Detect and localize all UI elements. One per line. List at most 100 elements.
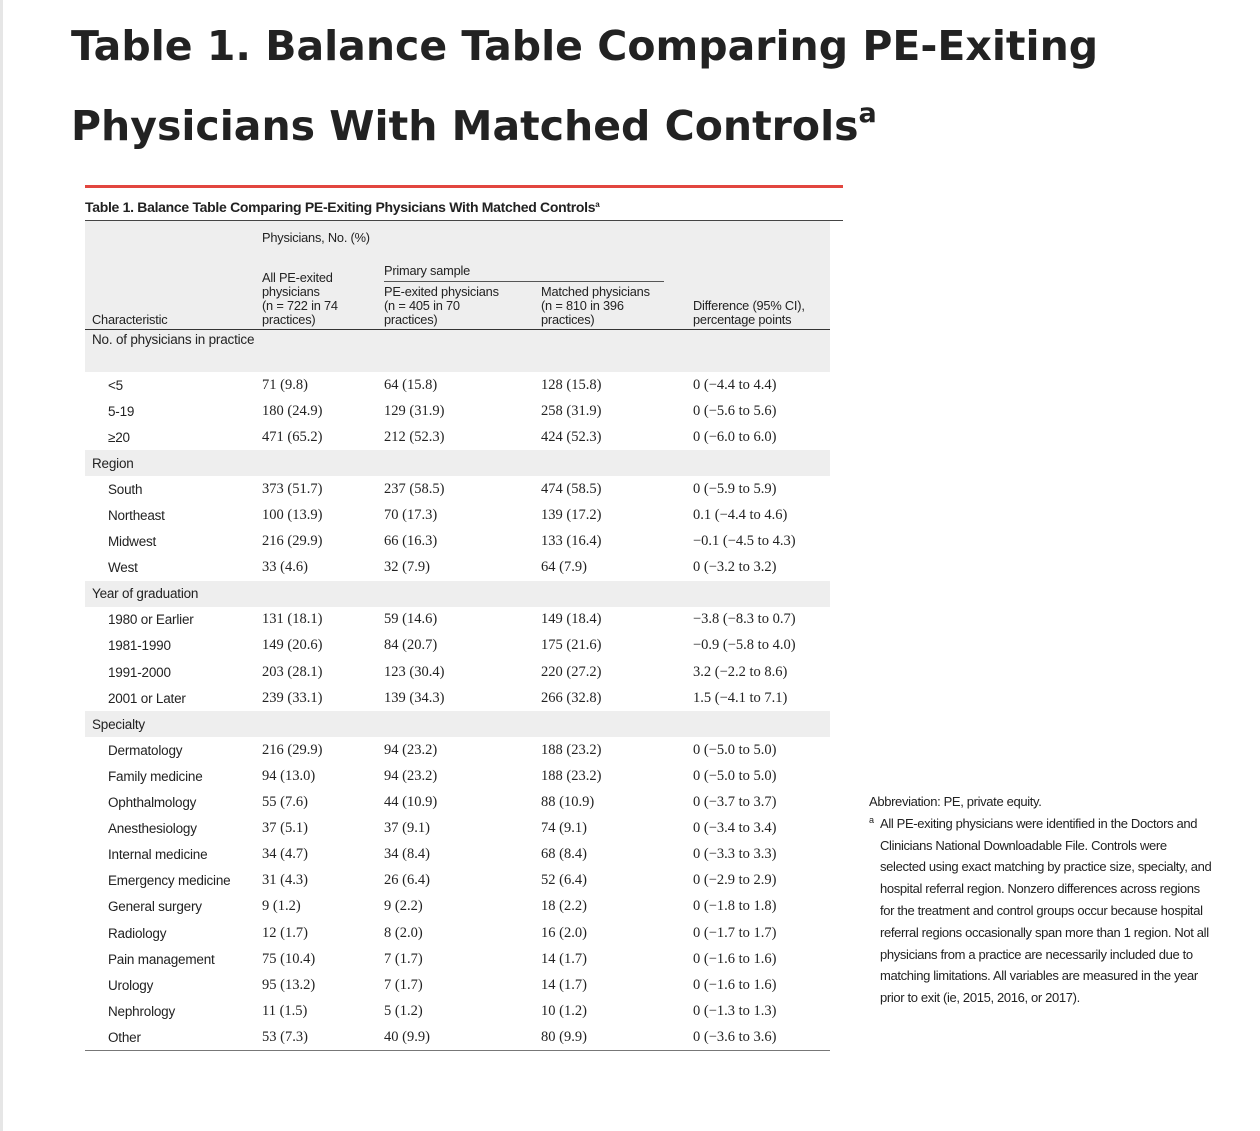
cell-c4: −0.1 (−4.5 to 4.3) <box>693 533 796 550</box>
table-row: Family medicine 94 (13.0) 94 (23.2) 188 (23… <box>85 763 830 789</box>
cell-c3: 68 (8.4) <box>541 846 587 863</box>
cell-c1: 180 (24.9) <box>262 402 323 419</box>
cell-c4: 0 (−5.0 to 5.0) <box>693 741 777 758</box>
cell-c1: 100 (13.9) <box>262 507 323 524</box>
cell-c3: 133 (16.4) <box>541 533 602 550</box>
table-row: West 33 (4.6) 32 (7.9) 64 (7.9) 0 (−3.2 to 3… <box>85 555 830 581</box>
cell-c4: 0.1 (−4.4 to 4.6) <box>693 507 788 524</box>
cell-c2: 139 (34.3) <box>384 689 445 706</box>
cell-c1: 34 (4.7) <box>262 846 308 863</box>
cell-c3: 18 (2.2) <box>541 898 587 915</box>
cell-c2: 44 (10.9) <box>384 794 438 811</box>
cell-c1: 71 (9.8) <box>262 376 308 393</box>
table-group-row: Year of graduation <box>85 580 831 607</box>
table-group-row: No. of physicians in practice <box>85 329 831 372</box>
group-label: Region <box>85 450 831 477</box>
table-body: No. of physicians in practice <5 71 (9.8) 6… <box>85 329 831 1052</box>
cell-c4: 0 (−3.3 to 3.3) <box>693 846 777 863</box>
cell-c4: 0 (−3.2 to 3.2) <box>693 559 777 576</box>
header-subgroup: Primary sample <box>384 264 664 282</box>
table-row: 2001 or Later 239 (33.1) 139 (34.3) 266 (32… <box>85 685 830 711</box>
group-label: Year of graduation <box>85 580 831 607</box>
table-row: Emergency medicine 31 (4.3) 26 (6.4) 52 (6.… <box>85 868 830 894</box>
cell-c2: 9 (2.2) <box>384 898 423 915</box>
table-row: Nephrology 11 (1.5) 5 (1.2) 10 (1.2) 0 (−1.3… <box>85 998 830 1024</box>
cell-c2: 237 (58.5) <box>384 480 445 497</box>
cell-c2: 70 (17.3) <box>384 507 438 524</box>
cell-c2: 129 (31.9) <box>384 402 445 419</box>
cell-c4: 0 (−3.7 to 3.7) <box>693 794 777 811</box>
cell-c2: 66 (16.3) <box>384 533 438 550</box>
header-pe-exited: PE-exited physicians (n = 405 in 70 practi… <box>384 284 499 327</box>
cell-c1: 373 (51.7) <box>262 480 323 497</box>
cell-c1: 131 (18.1) <box>262 611 323 628</box>
cell-c2: 34 (8.4) <box>384 846 430 863</box>
abbreviation-note: Abbreviation: PE, private equity. <box>869 794 1042 809</box>
row-label: Other <box>85 1024 258 1052</box>
table-row: Internal medicine 34 (4.7) 34 (8.4) 68 (8.4… <box>85 842 830 868</box>
cell-c4: 0 (−3.4 to 3.4) <box>693 820 777 837</box>
cell-c1: 149 (20.6) <box>262 637 323 654</box>
balance-table: Physicians, No. (%) Characteristic All P… <box>85 221 831 1052</box>
table-row: Ophthalmology 55 (7.6) 44 (10.9) 88 (10.9) 0… <box>85 790 830 816</box>
header-matched: Matched physicians (n = 810 in 396 practic… <box>541 284 650 327</box>
cell-c3: 258 (31.9) <box>541 402 602 419</box>
table-group-row: Region <box>85 450 831 477</box>
cell-c3: 14 (1.7) <box>541 976 587 993</box>
cell-c3: 139 (17.2) <box>541 507 602 524</box>
cell-c3: 175 (21.6) <box>541 637 602 654</box>
row-label: West <box>108 560 138 576</box>
header-primary-sample: Primary sample PE-exited physicians (n = … <box>380 245 689 330</box>
row-label: 1980 or Earlier <box>108 612 194 628</box>
cell-c1: 94 (13.0) <box>262 767 316 784</box>
row-label: South <box>108 481 143 497</box>
cell-c4: 3.2 (−2.2 to 8.6) <box>693 663 788 680</box>
footnote-marker: a <box>869 814 874 825</box>
title-footnote-marker: a <box>858 98 877 129</box>
cell-c2: 7 (1.7) <box>384 976 423 993</box>
cell-c4: 0 (−1.3 to 1.3) <box>693 1002 777 1019</box>
row-label: Pain management <box>108 951 215 967</box>
cell-c1: 12 (1.7) <box>262 924 308 941</box>
cell-c1: 75 (10.4) <box>262 950 316 967</box>
table-row: Northeast 100 (13.9) 70 (17.3) 139 (17.2) 0.… <box>85 502 830 528</box>
cell-c3: 266 (32.8) <box>541 689 602 706</box>
table-row: ≥20 471 (65.2) 212 (52.3) 424 (52.3) 0 (−6.0… <box>85 424 830 450</box>
caption-rule <box>85 220 843 221</box>
page-edge <box>0 0 3 1131</box>
cell-c4: 0 (−1.6 to 1.6) <box>693 976 777 993</box>
row-label: Midwest <box>108 534 157 550</box>
cell-c3: 16 (2.0) <box>541 924 587 941</box>
cell-c3: 64 (7.9) <box>541 559 587 576</box>
cell-c2: 26 (6.4) <box>384 872 430 889</box>
cell-c4: −0.9 (−5.8 to 4.0) <box>693 637 796 654</box>
cell-c4: −3.8 (−8.3 to 0.7) <box>693 611 796 628</box>
row-label: General surgery <box>108 899 202 915</box>
row-label: 1991-2000 <box>108 664 171 680</box>
row-label: <5 <box>108 377 123 393</box>
row-label: Nephrology <box>108 1003 176 1019</box>
group-label: Specialty <box>85 711 831 738</box>
table-row: 1991-2000 203 (28.1) 123 (30.4) 220 (27.2) 3… <box>85 659 830 685</box>
cell-c4: 0 (−1.7 to 1.7) <box>693 924 777 941</box>
cell-c1: 239 (33.1) <box>262 689 323 706</box>
cell-c1: 11 (1.5) <box>262 1002 308 1019</box>
cell-c4: 0 (−1.6 to 1.6) <box>693 950 777 967</box>
accent-rule <box>85 185 843 188</box>
cell-c3: 220 (27.2) <box>541 663 602 680</box>
cell-c3: 14 (1.7) <box>541 950 587 967</box>
cell-c2: 8 (2.0) <box>384 924 423 941</box>
table-row: South 373 (51.7) 237 (58.5) 474 (58.5) 0 (−5… <box>85 476 830 502</box>
cell-c3: 188 (23.2) <box>541 741 602 758</box>
row-label: Northeast <box>108 508 165 524</box>
cell-c1: 216 (29.9) <box>262 741 323 758</box>
cell-c3: 128 (15.8) <box>541 376 602 393</box>
table-row: Urology 95 (13.2) 7 (1.7) 14 (1.7) 0 (−1.6 t… <box>85 972 830 998</box>
cell-c4: 0 (−1.8 to 1.8) <box>693 898 777 915</box>
row-label: Urology <box>108 977 154 993</box>
cell-c3: 80 (9.9) <box>537 1024 689 1052</box>
page-title: Table 1. Balance Table Comparing PE-Exit… <box>71 22 1099 150</box>
row-label: 5-19 <box>108 403 135 419</box>
row-label: Radiology <box>108 925 167 941</box>
table-caption: Table 1. Balance Table Comparing PE-Exit… <box>85 199 600 215</box>
